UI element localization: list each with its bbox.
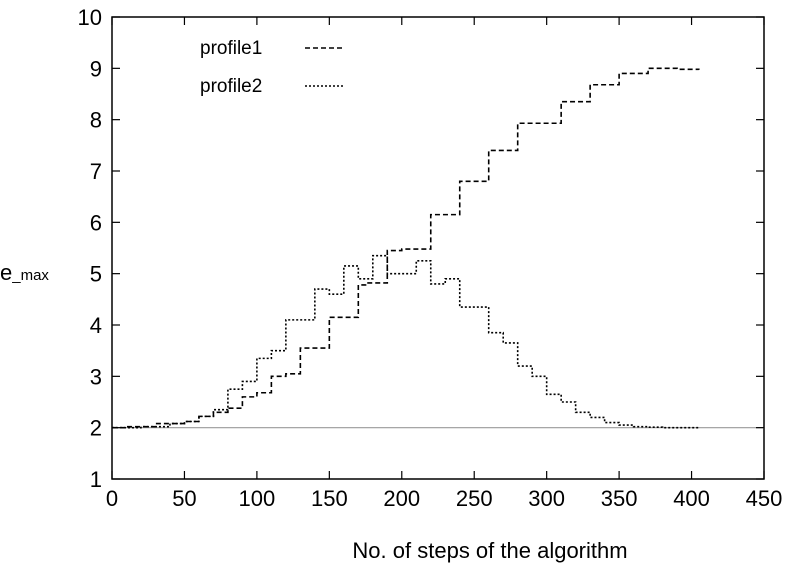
x-tick-label: 250 [456,486,493,511]
y-tick-label: 5 [90,262,102,287]
y-tick-label: 1 [90,467,102,492]
y-tick-label: 8 [90,108,102,133]
legend-label: profile1 [200,38,262,59]
x-tick-label: 400 [673,486,710,511]
x-axis-ticks: 0 50 100 150 200 250 300 350 400 450 [106,17,782,511]
series-line-profile2 [112,254,699,429]
y-tick-label: 6 [90,210,102,235]
x-tick-label: 450 [746,486,783,511]
y-axis-title-main: e [0,260,12,285]
series-line-profile1 [112,67,700,429]
y-tick-label: 2 [90,416,102,441]
x-tick-label: 200 [383,486,420,511]
series-layer [112,67,700,429]
x-tick-label: 300 [528,486,565,511]
x-tick-label: 50 [172,486,196,511]
y-tick-label: 7 [90,159,102,184]
x-axis-title: No. of steps of the algorithm [352,538,627,563]
y-tick-label: 10 [78,5,102,30]
y-axis-title-sub: _max [11,267,49,284]
x-tick-label: 0 [106,486,118,511]
y-tick-label: 3 [90,364,102,389]
y-tick-label: 4 [90,313,102,338]
legend-label: profile2 [200,76,262,97]
x-tick-label: 350 [601,486,638,511]
y-axis-ticks: 1 2 3 4 5 6 7 8 9 10 [78,5,764,492]
legend: profile1 profile2 [200,38,345,97]
plot-area-frame [111,16,765,480]
y-tick-label: 9 [90,56,102,81]
y-axis-title: e_max [0,260,49,285]
x-tick-label: 150 [311,486,348,511]
x-tick-label: 100 [239,486,276,511]
